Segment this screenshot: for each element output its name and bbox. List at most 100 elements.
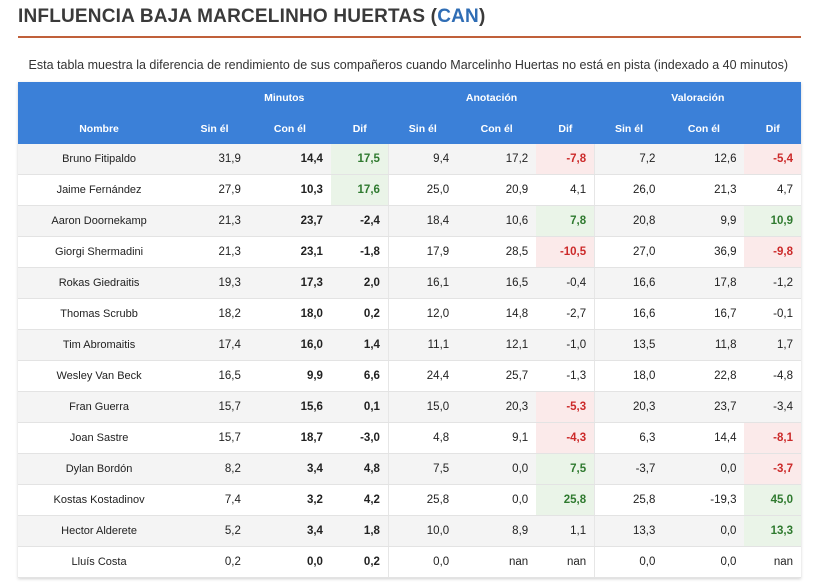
table-cell: 17,4 (180, 329, 249, 361)
group-header-anotacion: Anotación (388, 82, 595, 113)
table-cell: 14,4 (663, 422, 745, 454)
table-cell: 14,4 (248, 144, 331, 175)
table-row: Tim Abromaitis 17,4 16,0 1,4 11,1 12,1 -1,0 13,… (18, 329, 801, 361)
table-cell: 21,3 (180, 236, 249, 268)
table-cell: 2,0 (330, 267, 389, 299)
player-name: Jaime Fernández (18, 174, 181, 206)
table-cell: 18,0 (248, 298, 331, 330)
group-header-valoracion: Valoración (594, 82, 801, 113)
table-cell: 15,0 (388, 391, 458, 423)
table-cell: 6,3 (594, 422, 664, 454)
table-cell: 16,6 (594, 267, 664, 299)
table-cell: 25,0 (388, 174, 458, 206)
table-row: Joan Sastre 15,7 18,7 -3,0 4,8 9,1 -4,3 6,3 14,4… (18, 422, 801, 454)
player-name: Giorgi Shermadini (18, 236, 181, 268)
table-cell: -1,8 (330, 236, 389, 268)
title-divider (18, 36, 801, 38)
table-cell: 20,8 (594, 205, 664, 237)
table-cell: -2,7 (536, 298, 596, 330)
table-cell: 17,3 (248, 267, 331, 299)
table-cell: -1,0 (536, 329, 596, 361)
table-cell: 25,7 (457, 360, 537, 392)
column-header[interactable]: Dif (536, 113, 595, 144)
table-cell: 16,7 (663, 298, 745, 330)
table-cell: 23,1 (248, 236, 331, 268)
table-cell: 9,9 (663, 205, 745, 237)
table-cell: 28,5 (457, 236, 537, 268)
table-cell: 8,9 (457, 515, 537, 547)
table-row: Lluís Costa 0,2 0,0 0,2 0,0 nan nan 0,0 0,0 nan (18, 546, 801, 578)
table-cell: 26,0 (594, 174, 664, 206)
table-cell: -3,0 (330, 422, 389, 454)
table-cell: 13,3 (744, 515, 801, 547)
table-cell: 18,4 (388, 205, 458, 237)
column-header[interactable]: Con él (663, 113, 745, 144)
table-cell: -1,3 (536, 360, 596, 392)
table-cell: 0,0 (248, 546, 331, 578)
table-cell: 7,5 (536, 453, 596, 485)
group-header-minutos: Minutos (180, 82, 389, 113)
title-prefix: INFLUENCIA BAJA MARCELINHO HUERTAS ( (18, 6, 438, 27)
table-cell: 1,4 (330, 329, 389, 361)
table-cell: -9,8 (744, 236, 801, 268)
column-header[interactable]: Sin él (388, 113, 458, 144)
column-header[interactable]: Dif (744, 113, 801, 144)
table-cell: 9,4 (388, 144, 458, 175)
column-header[interactable]: Dif (330, 113, 389, 144)
table-cell: -3,7 (744, 453, 801, 485)
team-code: CAN (437, 6, 479, 27)
table-description: Esta tabla muestra la diferencia de rend… (28, 58, 788, 72)
table-row: Jaime Fernández 27,9 10,3 17,6 25,0 20,9 4,1 26… (18, 174, 801, 206)
table-cell: 20,9 (457, 174, 537, 206)
group-header-empty (18, 82, 181, 113)
table-cell: 24,4 (388, 360, 458, 392)
table-cell: -3,7 (594, 453, 664, 485)
column-header[interactable]: Nombre (18, 113, 181, 144)
table-cell: 4,8 (388, 422, 458, 454)
column-header[interactable]: Sin él (180, 113, 249, 144)
player-name: Bruno Fitipaldo (18, 144, 181, 175)
player-name: Rokas Giedraitis (18, 267, 181, 299)
table-cell: 0,0 (457, 453, 537, 485)
player-name: Aaron Doornekamp (18, 205, 181, 237)
table-cell: 13,5 (594, 329, 664, 361)
table-cell: 3,4 (248, 453, 331, 485)
table-cell: 12,1 (457, 329, 537, 361)
page-title: INFLUENCIA BAJA MARCELINHO HUERTAS (CAN) (18, 6, 486, 28)
table-cell: 23,7 (248, 205, 331, 237)
table-row: Rokas Giedraitis 19,3 17,3 2,0 16,1 16,5 -0,4 1… (18, 267, 801, 299)
table-cell: 21,3 (180, 205, 249, 237)
table-cell: 8,2 (180, 453, 249, 485)
table-cell: 0,0 (663, 546, 745, 578)
table-row: Aaron Doornekamp 21,3 23,7 -2,4 18,4 10,6 7,8 2… (18, 205, 801, 237)
table-cell: 18,7 (248, 422, 331, 454)
player-name: Joan Sastre (18, 422, 181, 454)
table-cell: 10,0 (388, 515, 458, 547)
table-cell: 45,0 (744, 484, 801, 516)
column-header[interactable]: Sin él (594, 113, 664, 144)
table-row: Dylan Bordón 8,2 3,4 4,8 7,5 0,0 7,5 -3,7 0,0 -3,… (18, 453, 801, 485)
table-cell: 16,1 (388, 267, 458, 299)
column-header[interactable]: Con él (248, 113, 331, 144)
table-cell: -3,4 (744, 391, 801, 423)
table-cell: 15,7 (180, 391, 249, 423)
table-cell: 3,4 (248, 515, 331, 547)
table-row: Kostas Kostadinov 7,4 3,2 4,2 25,8 0,0 25,8 25,… (18, 484, 801, 516)
table-cell: 0,0 (594, 546, 664, 578)
table-cell: 4,7 (744, 174, 801, 206)
table-cell: 10,3 (248, 174, 331, 206)
table-cell: 16,5 (457, 267, 537, 299)
column-header[interactable]: Con él (457, 113, 537, 144)
table-cell: -10,5 (536, 236, 596, 268)
table-cell: 5,2 (180, 515, 249, 547)
table-cell: nan (457, 546, 537, 578)
table-cell: 18,0 (594, 360, 664, 392)
table-cell: 9,1 (457, 422, 537, 454)
table-row: Hector Alderete 5,2 3,4 1,8 10,0 8,9 1,1 13,3 0,… (18, 515, 801, 547)
table-cell: 1,1 (536, 515, 596, 547)
table-cell: 36,9 (663, 236, 745, 268)
player-name: Fran Guerra (18, 391, 181, 423)
table-cell: -5,3 (536, 391, 596, 423)
table-cell: -4,3 (536, 422, 596, 454)
table-cell: 31,9 (180, 144, 249, 175)
